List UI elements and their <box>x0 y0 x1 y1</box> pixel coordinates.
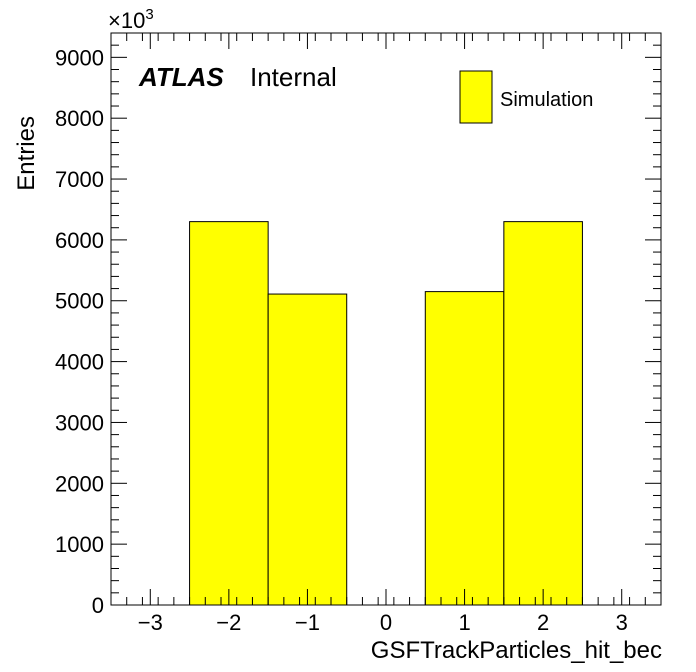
y-tick-label-3: 3000 <box>55 410 104 435</box>
bar-bin-1 <box>267 293 348 606</box>
y-tick-label-6: 6000 <box>55 228 104 253</box>
legend: Simulation <box>459 70 593 124</box>
bars-group <box>189 221 583 606</box>
x-tick-label-4: 1 <box>458 610 470 635</box>
minor-ticks-group <box>110 32 662 605</box>
bar-bin-0 <box>189 221 269 606</box>
x-tick-label-5: 2 <box>537 610 549 635</box>
y-tick-label-4: 4000 <box>55 350 104 375</box>
y-tick-label-2: 2000 <box>55 471 104 496</box>
y-tick-label-8: 8000 <box>55 106 104 131</box>
y-axis-title: Entries <box>13 116 40 191</box>
y-tick-label-9: 9000 <box>55 45 104 70</box>
y-tick-labels: 0 1000 2000 3000 4000 5000 6000 7000 8000 9000 <box>55 45 104 618</box>
x-tick-labels: −3 −2 −1 0 1 2 3 <box>138 610 628 635</box>
legend-swatch <box>459 70 493 124</box>
y-tick-label-0: 0 <box>92 593 104 618</box>
atlas-label: ATLAS <box>138 62 224 92</box>
x-tick-label-6: 3 <box>616 610 628 635</box>
x-tick-label-1: −2 <box>216 610 241 635</box>
y-tick-label-7: 7000 <box>55 167 104 192</box>
x-axis-title: GSFTrackParticles_hit_bec <box>371 637 662 664</box>
plot-frame <box>110 32 662 606</box>
x-tick-label-3: 0 <box>380 610 392 635</box>
bar-bin-2 <box>424 291 505 606</box>
legend-label: Simulation <box>500 89 593 111</box>
y-axis-multiplier: ×103 <box>108 6 154 33</box>
y-tick-label-5: 5000 <box>55 289 104 314</box>
y-tick-label-1: 1000 <box>55 532 104 557</box>
x-tick-label-0: −3 <box>138 610 163 635</box>
internal-label: Internal <box>250 62 337 92</box>
x-tick-label-2: −1 <box>295 610 320 635</box>
bar-bin-3 <box>503 221 583 606</box>
y-axis-multiplier-exponent: 3 <box>145 6 153 23</box>
